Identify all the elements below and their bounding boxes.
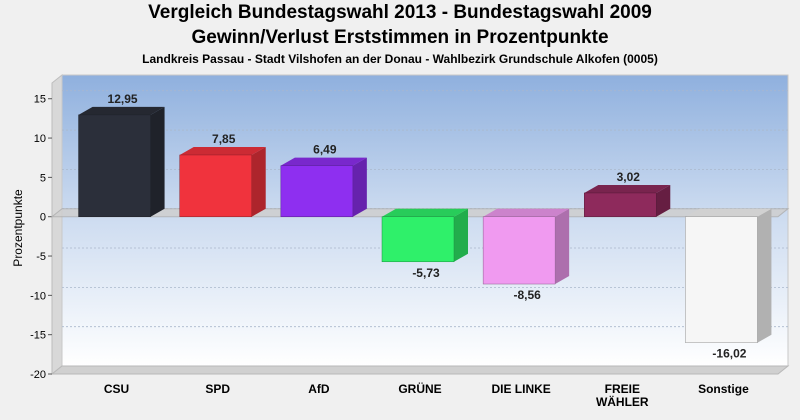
x-tick-label: WÄHLER	[596, 394, 649, 409]
y-tick-label: -15	[30, 330, 46, 342]
x-tick-label: Sonstige	[698, 382, 749, 396]
bar-top	[78, 106, 165, 115]
x-tick-label: SPD	[205, 382, 230, 396]
y-tick-label: 15	[34, 94, 46, 106]
data-label: 6,49	[313, 143, 337, 157]
bar	[78, 106, 165, 217]
bar-side	[555, 208, 570, 285]
bar	[381, 208, 468, 263]
plot-side-wall	[51, 73, 63, 376]
bar	[685, 208, 772, 343]
bar-side	[656, 184, 671, 217]
y-tick-label: -20	[30, 369, 46, 381]
x-tick-label: GRÜNE	[398, 381, 441, 396]
x-tick-label: CSU	[104, 382, 129, 396]
data-label: 3,02	[617, 170, 641, 184]
bar-side	[251, 146, 266, 217]
chart-title-line2: Gewinn/Verlust Erststimmen in Prozentpun…	[191, 27, 609, 48]
bar-side	[352, 157, 367, 217]
bar-top	[685, 208, 772, 217]
bar-front	[78, 114, 151, 217]
bar-front	[584, 192, 657, 217]
bar-front	[381, 216, 455, 263]
bar	[482, 208, 570, 285]
bar-front	[685, 216, 758, 343]
chart-subtitle: Landkreis Passau - Stadt Vilshofen an de…	[142, 52, 658, 66]
data-label: 12,95	[108, 92, 138, 106]
y-tick-label: -5	[36, 251, 46, 263]
data-label: -8,56	[513, 288, 541, 302]
bar	[179, 146, 266, 217]
y-tick-label: -10	[30, 290, 46, 302]
plot-floor	[50, 365, 790, 375]
x-tick-label: FREIE	[605, 382, 640, 396]
bar-top	[280, 157, 367, 166]
chart-title: Vergleich Bundestagswahl 2013 - Bundesta…	[148, 2, 652, 23]
bar-top	[483, 208, 570, 217]
bar	[280, 157, 367, 217]
bar-top	[179, 146, 266, 155]
bar	[584, 184, 671, 217]
y-tick-label: 5	[40, 172, 46, 184]
data-label: -5,73	[412, 266, 440, 280]
bar-top	[382, 208, 468, 217]
data-label: 7,85	[212, 132, 236, 146]
y-axis-label: Prozentpunkte	[11, 189, 25, 267]
x-tick-label: AfD	[308, 382, 330, 396]
x-tick-label: DIE LINKE	[491, 382, 550, 396]
data-label: -16,02	[712, 347, 746, 361]
bar-side	[454, 208, 468, 262]
y-tick-label: 0	[40, 212, 46, 224]
bar-side	[757, 208, 772, 343]
bar-front	[179, 154, 252, 217]
bar-side	[150, 106, 165, 217]
bar-front	[482, 216, 556, 285]
bar-top	[584, 184, 671, 193]
bar-front	[280, 165, 354, 217]
y-tick-label: 10	[34, 133, 46, 145]
